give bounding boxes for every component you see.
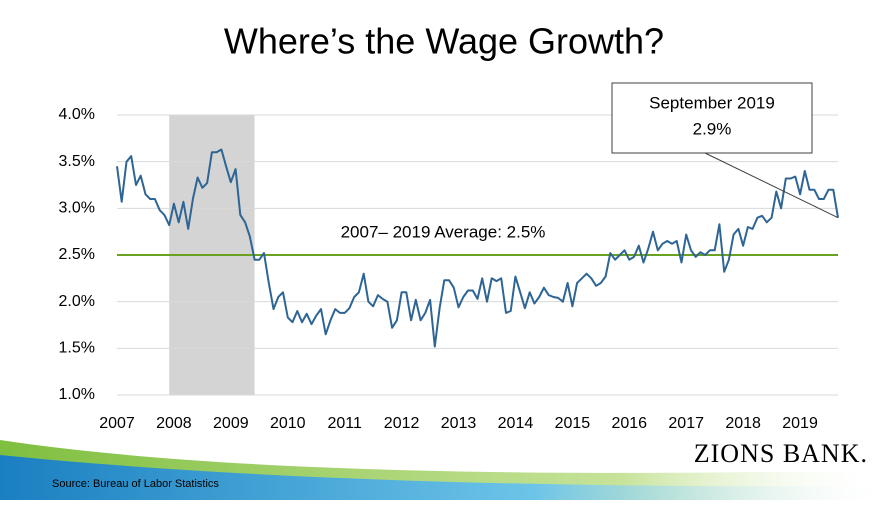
x-tick-label: 2008 [156, 415, 192, 432]
wage-line [116, 148, 839, 348]
x-tick-label: 2011 [327, 415, 362, 432]
y-tick-label: 3.0% [59, 200, 95, 217]
callout-text: September 2019 [649, 93, 775, 112]
callout-box [611, 82, 813, 154]
y-tick-label: 4.0% [59, 106, 95, 123]
y-tick-label: 1.0% [59, 386, 95, 403]
average-label: 2007– 2019 Average: 2.5% [341, 222, 546, 241]
x-tick-label: 2012 [384, 415, 420, 432]
x-tick-label: 2013 [441, 415, 477, 432]
x-tick-label: 2015 [555, 415, 591, 432]
y-tick-label: 2.5% [59, 246, 95, 263]
x-tick-label: 2007 [99, 415, 135, 432]
x-tick-label: 2018 [725, 415, 761, 432]
x-tick-label: 2019 [782, 415, 818, 432]
x-tick-label: 2017 [668, 415, 704, 432]
callout-text: 2.9% [693, 119, 732, 138]
x-tick-label: 2010 [270, 415, 306, 432]
x-tick-label: 2014 [498, 415, 534, 432]
source: Source: Bureau of Labor Statistics [52, 478, 219, 490]
callout-arrow [704, 152, 839, 219]
chart-title: Where’s the Wage Growth? [224, 21, 664, 62]
x-tick-label: 2016 [611, 415, 647, 432]
y-tick-label: 1.5% [59, 340, 95, 357]
y-tick-label: 2.0% [59, 293, 95, 310]
x-tick-label: 2009 [213, 415, 249, 432]
swoosh [0, 455, 889, 500]
y-tick-label: 3.5% [59, 153, 95, 170]
logo: ZIONS BANK. [694, 439, 868, 468]
